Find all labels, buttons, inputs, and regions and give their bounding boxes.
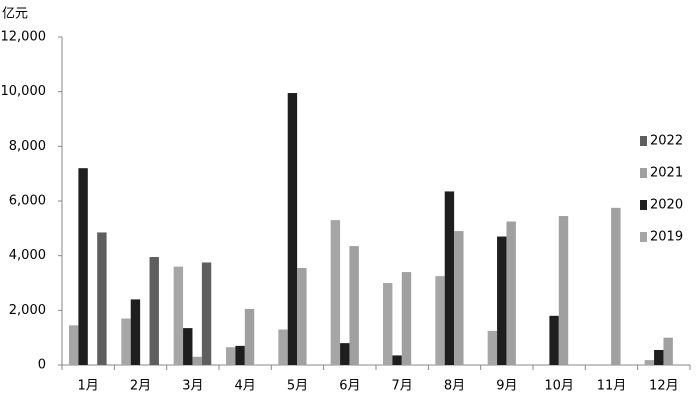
y-tick-label: 8,000: [9, 139, 46, 154]
bar: [297, 267, 307, 365]
bar: [392, 355, 402, 365]
bar: [558, 216, 569, 365]
bar: [287, 93, 298, 366]
legend-swatch: [640, 200, 647, 210]
bar: [235, 345, 245, 365]
bar: [444, 191, 455, 365]
bar: [349, 246, 359, 365]
bar: [644, 360, 655, 365]
legend-label: 2020: [650, 198, 683, 213]
legend-swatch: [640, 136, 647, 146]
bar: [549, 315, 559, 365]
bar: [278, 329, 288, 365]
x-tick-label: 6月: [339, 379, 360, 394]
bar: [97, 232, 107, 365]
x-tick-label: 12月: [649, 379, 679, 394]
x-tick-label: 7月: [392, 379, 413, 394]
bar: [244, 308, 255, 365]
bar: [69, 325, 79, 365]
x-tick-label: 11月: [597, 379, 627, 394]
bar: [383, 283, 393, 365]
bar: [130, 299, 141, 365]
legend-swatch: [640, 168, 647, 178]
bar: [401, 272, 412, 365]
legend-label: 2022: [650, 134, 683, 149]
bar: [78, 168, 88, 365]
bar: [183, 328, 193, 365]
legend-label: 2019: [650, 230, 683, 245]
bar: [497, 236, 507, 365]
x-tick-label: 8月: [444, 379, 465, 394]
y-tick-label: 6,000: [9, 194, 46, 209]
x-tick-label: 1月: [78, 379, 99, 394]
bar: [454, 231, 464, 365]
x-tick-label: 3月: [182, 379, 203, 394]
bar: [487, 330, 498, 365]
bar: [192, 356, 202, 365]
y-tick-label: 4,000: [9, 248, 46, 263]
x-tick-label: 9月: [496, 379, 517, 394]
bar: [340, 343, 350, 365]
bar: [173, 266, 184, 365]
bar: [611, 207, 621, 365]
x-tick-label: 4月: [235, 379, 256, 394]
bar: [121, 318, 131, 365]
y-tick-label: 0: [38, 358, 46, 373]
y-tick-label: 12,000: [1, 30, 47, 45]
bar: [149, 257, 159, 365]
bar: [506, 221, 516, 365]
bar: [330, 220, 341, 365]
bar: [663, 337, 673, 365]
bar: [226, 347, 236, 365]
x-tick-label: 2月: [130, 379, 151, 394]
y-tick-label: 2,000: [9, 303, 46, 318]
y-tick-label: 10,000: [1, 84, 47, 99]
legend-swatch: [640, 232, 647, 242]
x-tick-label: 10月: [544, 379, 574, 394]
legend-label: 2021: [650, 166, 683, 181]
bar: [201, 262, 212, 365]
y-unit-label: 亿元: [2, 7, 28, 22]
bar: [654, 349, 664, 365]
bar: [435, 276, 445, 365]
x-tick-label: 5月: [287, 379, 308, 394]
